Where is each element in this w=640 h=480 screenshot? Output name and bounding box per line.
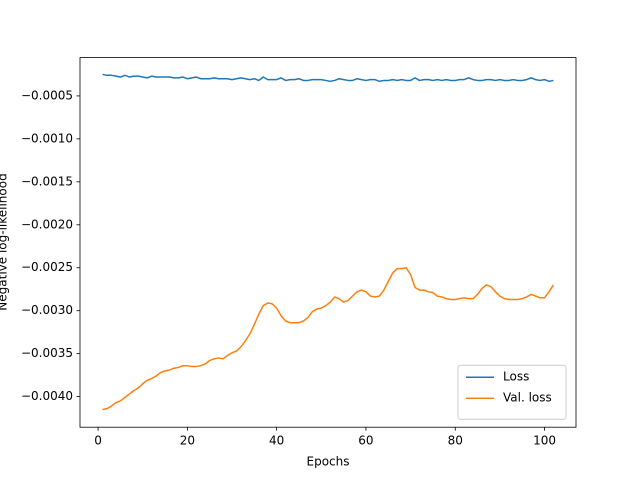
axes-frame bbox=[79, 57, 577, 428]
y-tick-label: −0.0035 bbox=[21, 346, 73, 360]
series-line bbox=[102, 266, 555, 411]
x-tick-label: 0 bbox=[94, 434, 102, 448]
y-tick-label: −0.0015 bbox=[21, 174, 73, 188]
legend-label: Val. loss bbox=[503, 391, 552, 405]
x-tick-label: 20 bbox=[180, 434, 195, 448]
y-tick-label: −0.0030 bbox=[21, 303, 73, 317]
x-tick-label: 80 bbox=[448, 434, 463, 448]
x-tick-label: 100 bbox=[533, 434, 556, 448]
y-tick-label: −0.0010 bbox=[21, 131, 73, 145]
y-tick-label: −0.0040 bbox=[21, 389, 73, 403]
x-tick-label: 60 bbox=[358, 434, 373, 448]
x-axis-label: Epochs bbox=[307, 455, 350, 469]
y-tick-label: −0.0025 bbox=[21, 260, 73, 274]
y-axis-label: Negative log-likelihood bbox=[0, 173, 10, 310]
legend-box bbox=[457, 364, 567, 420]
y-tick-label: −0.0020 bbox=[21, 217, 73, 231]
x-tick-label: 40 bbox=[269, 434, 284, 448]
series-line bbox=[102, 73, 554, 83]
legend-label: Loss bbox=[503, 370, 529, 384]
y-tick-label: −0.0005 bbox=[21, 88, 73, 102]
